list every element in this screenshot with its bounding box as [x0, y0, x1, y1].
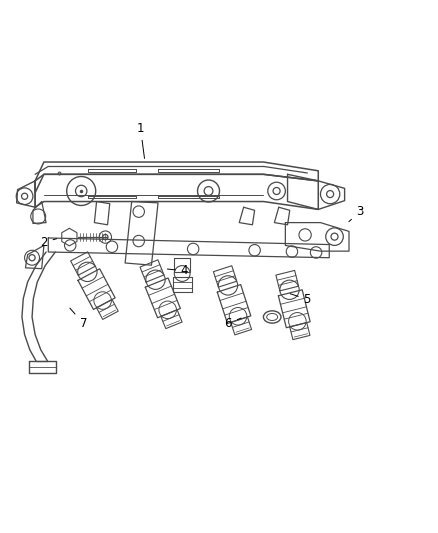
Text: 5: 5 [290, 293, 310, 306]
Text: 4: 4 [167, 264, 188, 277]
Text: 3: 3 [348, 205, 363, 222]
Text: 1: 1 [136, 122, 144, 158]
Text: 6: 6 [224, 317, 240, 330]
Text: 2: 2 [40, 236, 57, 249]
Text: 7: 7 [70, 308, 87, 330]
